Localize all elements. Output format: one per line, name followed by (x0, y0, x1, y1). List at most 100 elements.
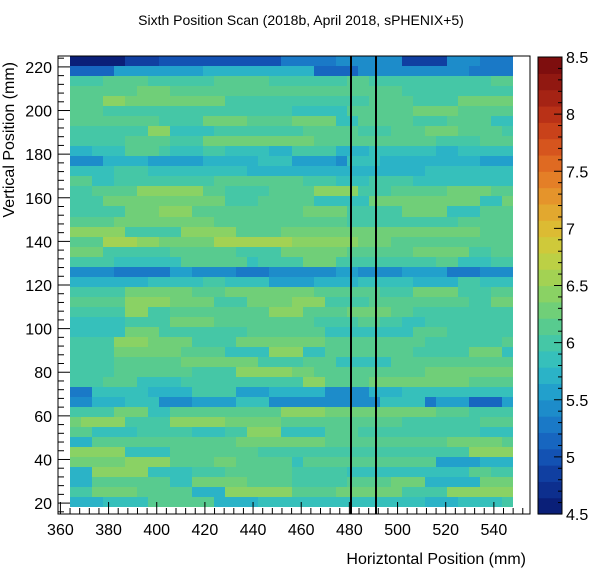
heatmap-cell (181, 217, 192, 227)
heatmap-cell (469, 357, 480, 367)
heatmap-cell (81, 267, 92, 277)
heatmap-cell (103, 227, 114, 237)
heatmap-cell (114, 176, 125, 186)
heatmap-cell (447, 307, 458, 317)
heatmap-cell (292, 206, 303, 217)
heatmap-cell (137, 176, 148, 186)
heatmap-cell (358, 227, 369, 237)
heatmap-cell (247, 277, 258, 287)
heatmap-cell (358, 106, 369, 116)
heatmap-cell (281, 317, 292, 327)
heatmap-cell (303, 217, 314, 227)
heatmap-cell (447, 377, 458, 387)
heatmap-cell (491, 387, 502, 397)
heatmap-cell (137, 116, 148, 126)
heatmap-cell (458, 126, 469, 136)
heatmap-cell (436, 377, 447, 387)
heatmap-cell (447, 487, 458, 497)
heatmap-cell (480, 437, 491, 447)
heatmap-cell (159, 407, 170, 417)
heatmap-cell (336, 217, 347, 227)
heatmap-cell (491, 367, 502, 377)
heatmap-cell (491, 217, 502, 227)
heatmap-cell (469, 116, 480, 126)
heatmap-cell (502, 86, 513, 96)
heatmap-cell (491, 457, 502, 467)
heatmap-cell (203, 327, 214, 337)
heatmap-cell (469, 427, 480, 437)
heatmap-cell (192, 166, 203, 176)
heatmap-cell (214, 297, 225, 307)
heatmap-cell (347, 146, 358, 156)
heatmap-cell (314, 457, 325, 467)
heatmap-cell (258, 347, 269, 357)
heatmap-cell (413, 96, 425, 106)
heatmap-cell (203, 457, 214, 467)
heatmap-cell (170, 206, 181, 217)
heatmap-cell (480, 427, 491, 437)
colorbar-tick-label: 7.5 (566, 164, 588, 181)
heatmap-cell (292, 437, 303, 447)
heatmap-cell (447, 56, 458, 66)
colorbar-tick-label: 5.5 (566, 393, 588, 410)
heatmap-cell (347, 196, 358, 206)
heatmap-cell (425, 156, 436, 166)
heatmap-cell (303, 257, 314, 267)
heatmap-cell (391, 156, 402, 166)
heatmap-cell (203, 206, 214, 217)
heatmap-cell (325, 327, 336, 337)
heatmap-cell (125, 387, 137, 397)
heatmap-cell (458, 217, 469, 227)
heatmap-cell (358, 407, 369, 417)
heatmap-cell (192, 217, 203, 227)
heatmap-cell (125, 257, 137, 267)
heatmap-cell (391, 186, 402, 196)
heatmap-cell (491, 257, 502, 267)
heatmap-cell (92, 267, 103, 277)
heatmap-cell (347, 387, 358, 397)
heatmap-cell (413, 277, 425, 287)
colorbar-band (538, 171, 562, 189)
heatmap-cell (214, 337, 225, 347)
heatmap-cell (269, 437, 281, 447)
heatmap-cell (413, 407, 425, 417)
heatmap-cell (159, 327, 170, 337)
heatmap-cell (125, 417, 137, 427)
heatmap-cell (137, 497, 148, 507)
heatmap-cell (336, 106, 347, 116)
heatmap-cell (480, 56, 491, 66)
heatmap-cell (247, 287, 258, 297)
heatmap-cell (391, 247, 402, 257)
heatmap-cell (170, 357, 181, 367)
heatmap-cell (469, 477, 480, 487)
heatmap-cell (236, 86, 247, 96)
y-tick-label: 80 (34, 365, 52, 382)
heatmap-cell (469, 377, 480, 387)
heatmap-cell (458, 417, 469, 427)
heatmap-cell (92, 106, 103, 116)
heatmap-cell (148, 377, 159, 387)
heatmap-cell (247, 317, 258, 327)
heatmap-cell (269, 387, 281, 397)
heatmap-cell (225, 76, 236, 86)
heatmap-cell (480, 337, 491, 347)
heatmap-cell (281, 477, 292, 487)
heatmap-cell (458, 267, 469, 277)
heatmap-cell (203, 497, 214, 507)
heatmap-cell (170, 487, 181, 497)
heatmap-cell (70, 136, 81, 146)
heatmap-cell (70, 247, 81, 257)
heatmap-cell (258, 86, 269, 96)
heatmap-cell (447, 156, 458, 166)
heatmap-cell (103, 437, 114, 447)
heatmap-cell (369, 427, 380, 437)
heatmap-cell (170, 186, 181, 196)
heatmap-cell (314, 447, 325, 457)
heatmap-cell (358, 237, 369, 247)
heatmap-cell (292, 307, 303, 317)
heatmap-cell (114, 407, 125, 417)
heatmap-cell (469, 347, 480, 357)
heatmap-cell (402, 477, 413, 487)
heatmap-cell (369, 66, 380, 76)
heatmap-cell (214, 367, 225, 377)
